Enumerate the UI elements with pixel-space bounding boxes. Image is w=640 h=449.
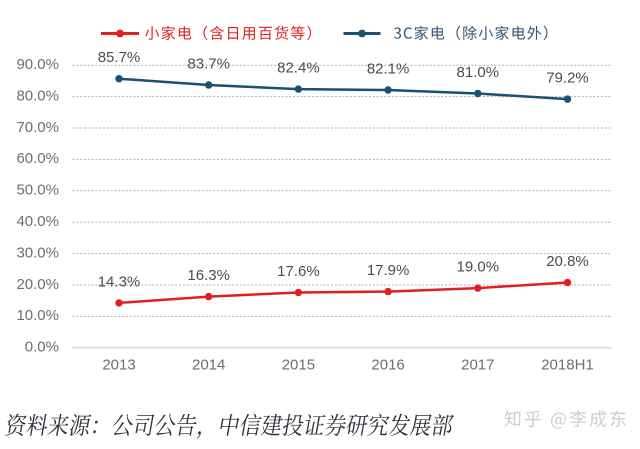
svg-text:19.0%: 19.0% [457, 259, 500, 276]
svg-text:40.0%: 40.0% [16, 213, 59, 230]
svg-text:2018H1: 2018H1 [541, 357, 594, 374]
svg-text:83.7%: 83.7% [187, 55, 230, 72]
svg-text:2015: 2015 [282, 357, 315, 374]
svg-text:17.9%: 17.9% [367, 262, 410, 279]
svg-text:20.0%: 20.0% [16, 276, 59, 293]
svg-text:50.0%: 50.0% [16, 182, 59, 199]
svg-text:30.0%: 30.0% [16, 244, 59, 261]
svg-text:2016: 2016 [371, 357, 404, 374]
svg-text:2017: 2017 [461, 357, 494, 374]
svg-text:81.0%: 81.0% [457, 64, 500, 81]
svg-text:14.3%: 14.3% [98, 273, 141, 290]
svg-text:17.6%: 17.6% [277, 263, 320, 280]
svg-text:80.0%: 80.0% [16, 87, 59, 104]
svg-text:10.0%: 10.0% [16, 307, 59, 324]
svg-text:20.8%: 20.8% [546, 253, 589, 270]
svg-text:82.4%: 82.4% [277, 60, 320, 77]
svg-text:0.0%: 0.0% [25, 339, 59, 356]
svg-text:2014: 2014 [192, 357, 225, 374]
svg-text:85.7%: 85.7% [98, 49, 141, 66]
svg-text:79.2%: 79.2% [546, 70, 589, 87]
svg-text:2013: 2013 [102, 357, 135, 374]
svg-text:60.0%: 60.0% [16, 150, 59, 167]
svg-text:70.0%: 70.0% [16, 119, 59, 136]
svg-text:90.0%: 90.0% [16, 56, 59, 73]
svg-text:82.1%: 82.1% [367, 60, 410, 77]
svg-text:16.3%: 16.3% [187, 267, 230, 284]
